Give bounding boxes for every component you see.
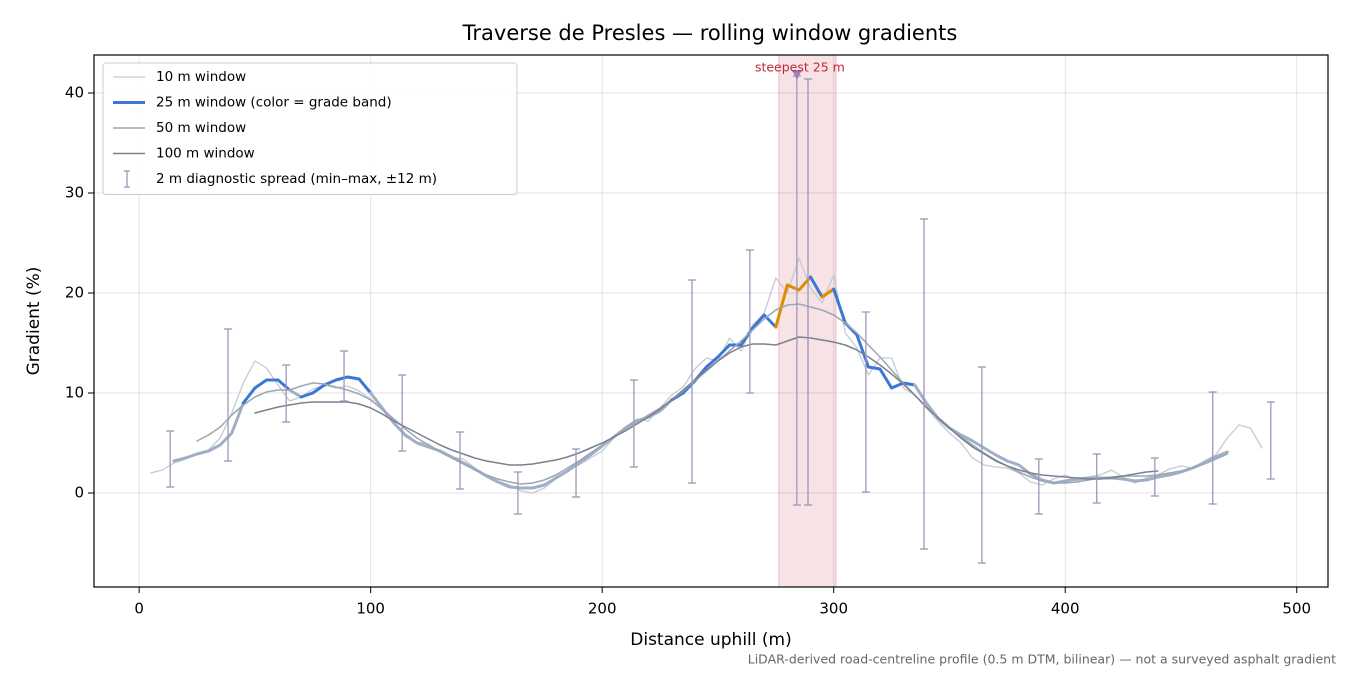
error-bar	[224, 328, 233, 462]
line-connector	[241, 386, 257, 405]
line-connector	[299, 391, 315, 399]
chart-title: Traverse de Presles — rolling window gra…	[462, 21, 958, 45]
error-bar	[1034, 458, 1043, 515]
error-bar	[919, 218, 928, 550]
line-connector	[820, 287, 836, 299]
error-bar	[1208, 391, 1217, 505]
plot-frame	[93, 54, 1329, 588]
y-tick-label: 10	[65, 384, 84, 402]
series-line	[196, 303, 1229, 485]
error-bar	[1266, 401, 1275, 480]
x-tick-label: 100	[356, 600, 385, 618]
x-tick-label: 500	[1282, 600, 1311, 618]
x-axis-label: Distance uphill (m)	[630, 630, 791, 650]
error-bar	[513, 471, 522, 515]
line-connector	[832, 287, 847, 325]
y-axis-label: Gradient (%)	[24, 267, 44, 376]
error-bar	[1092, 453, 1101, 504]
y-tick-label: 30	[65, 184, 84, 202]
x-tick-label: 0	[134, 600, 144, 618]
error-bar	[804, 78, 813, 506]
line-connector	[809, 275, 824, 299]
x-tick-label: 400	[1051, 600, 1080, 618]
plot-area	[150, 55, 1275, 587]
error-bar	[572, 448, 581, 498]
error-bar	[977, 366, 986, 564]
legend-label: 50 m window	[156, 120, 246, 136]
footnote: LiDAR-derived road-centreline profile (0…	[748, 652, 1336, 667]
error-bar	[282, 364, 291, 423]
annotation-text: steepest 25 m	[755, 60, 845, 75]
series-line	[924, 401, 1229, 485]
error-bar	[166, 430, 175, 488]
steepest-marker	[791, 70, 802, 80]
y-tick-label: 0	[74, 484, 84, 502]
error-bar	[688, 279, 697, 484]
line-connector	[288, 388, 303, 399]
y-tick-label: 20	[65, 284, 84, 302]
legend-swatch	[124, 170, 130, 188]
line-connector	[774, 283, 789, 329]
legend-label: 100 m window	[156, 146, 255, 162]
line-connector	[369, 391, 384, 410]
x-tick-label: 200	[588, 600, 617, 618]
y-tick-label: 40	[65, 84, 84, 102]
error-bar	[629, 379, 638, 468]
error-bar	[745, 249, 754, 394]
series-line	[150, 257, 1263, 494]
error-bar	[340, 350, 349, 402]
series-line	[785, 275, 813, 292]
x-tick-label: 300	[819, 600, 848, 618]
legend-box	[102, 62, 518, 195]
series-line	[253, 378, 292, 392]
legend-label: 10 m window	[156, 69, 246, 85]
error-bar	[456, 431, 465, 490]
series-line	[681, 313, 778, 395]
legend-label: 25 m window (color = grade band)	[156, 95, 392, 111]
legend-label: 2 m diagnostic spread (min–max, ±12 m)	[156, 171, 437, 187]
error-bar	[398, 374, 407, 452]
series-line	[254, 336, 1159, 480]
error-bar	[861, 311, 870, 493]
series-line	[311, 375, 373, 395]
error-bar	[1150, 457, 1159, 497]
series-line	[172, 401, 245, 463]
